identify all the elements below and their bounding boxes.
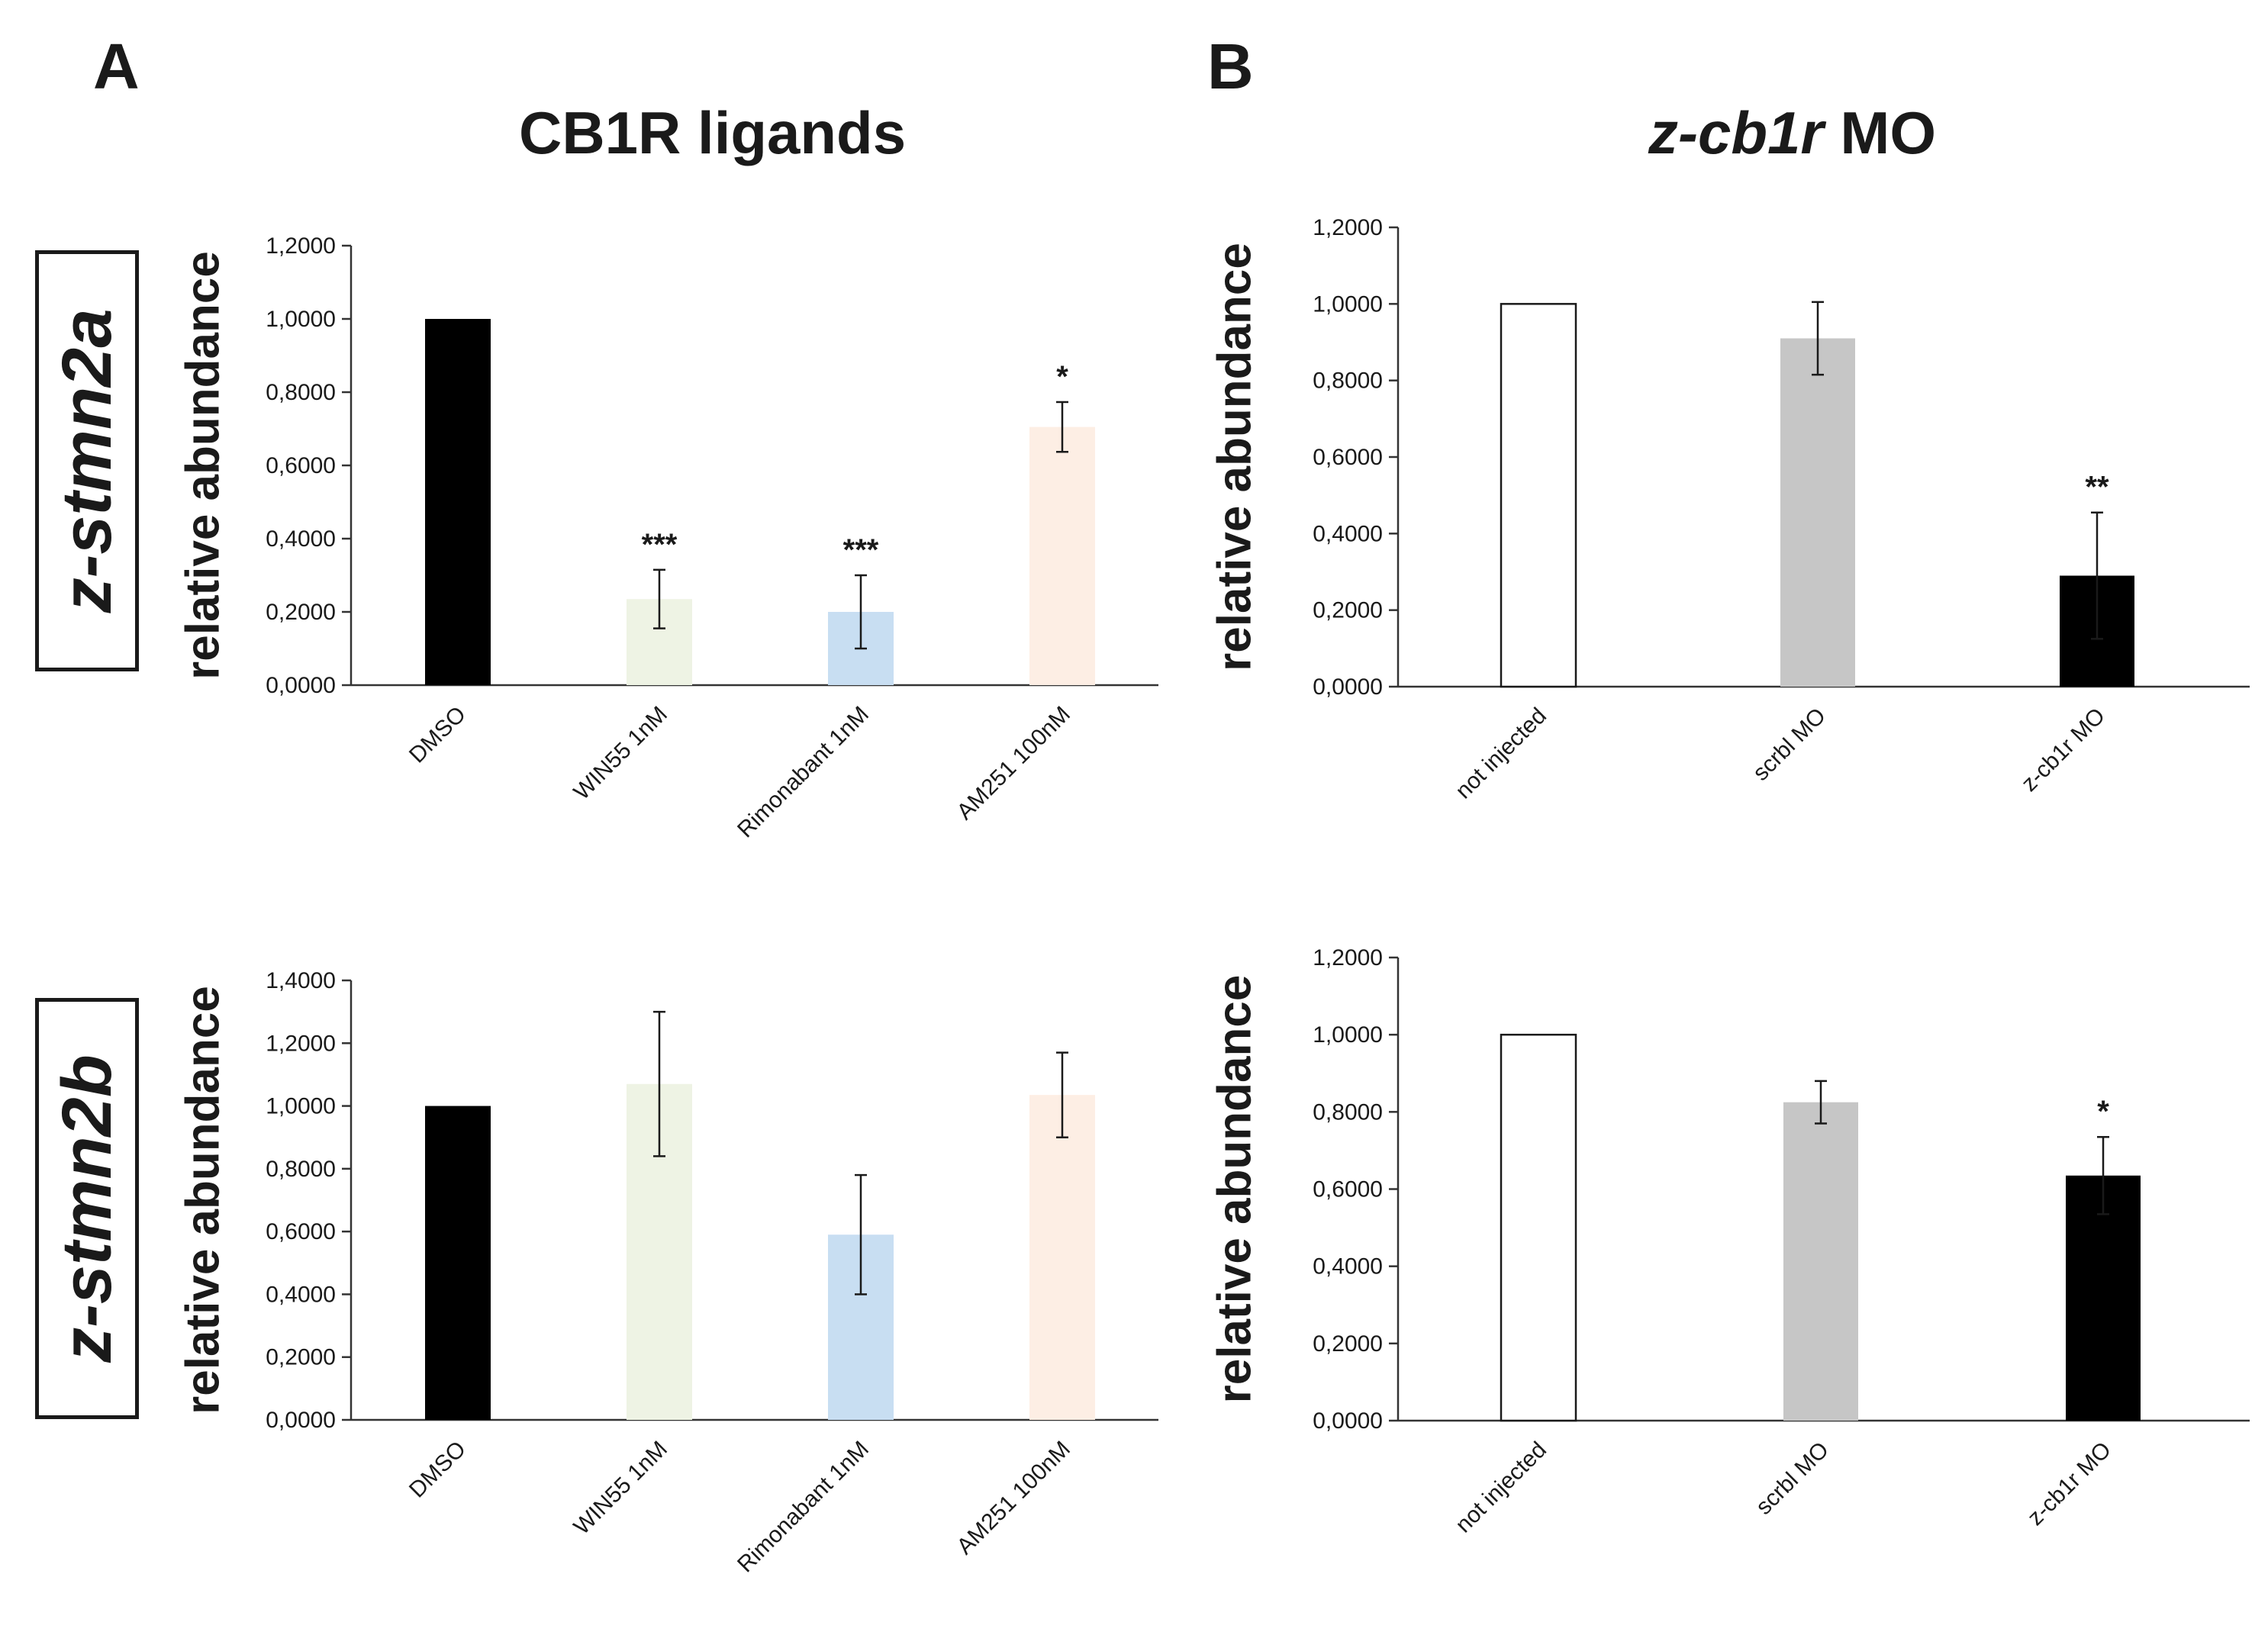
y-axis-title: relative abundance: [1208, 975, 1261, 1404]
y-tick-label: 0,8000: [266, 1157, 336, 1182]
panel-b-title-suffix: MO: [1823, 99, 1937, 166]
significance-marker: *: [1056, 360, 1068, 394]
y-tick-label: 0,0000: [266, 673, 336, 698]
bar: [1500, 303, 1577, 688]
bar: [1500, 1033, 1577, 1422]
bar: [1029, 1095, 1095, 1420]
bar: [1029, 426, 1095, 685]
y-tick-label: 0,4000: [266, 1282, 336, 1307]
y-tick-label: 1,2000: [266, 233, 336, 259]
panel-a-letter: A: [93, 31, 140, 102]
y-tick-label: 1,0000: [266, 307, 336, 332]
significance-marker: *: [2097, 1095, 2109, 1128]
y-axis-title: relative abundance: [1208, 243, 1261, 671]
y-tick-label: 0,0000: [266, 1408, 336, 1433]
y-tick-label: 0,2000: [1313, 1331, 1383, 1357]
y-tick-label: 1,2000: [1313, 945, 1383, 970]
y-tick-label: 0,8000: [1313, 369, 1383, 394]
y-tick-label: 1,2000: [1313, 215, 1383, 240]
y-tick-label: 1,0000: [1313, 1022, 1383, 1048]
category-label: not injected: [1451, 1437, 1551, 1538]
y-tick-label: 1,0000: [1313, 291, 1383, 317]
gene-box-row2: z-stmn2b: [35, 998, 139, 1419]
y-tick-label: 0,6000: [1313, 1177, 1383, 1202]
bar: [1780, 338, 1855, 687]
panel-a-title: CB1R ligands: [519, 99, 907, 166]
bar: [425, 319, 491, 685]
y-tick-label: 1,4000: [266, 968, 336, 993]
panel-b-title: z-cb1r MO: [1648, 103, 1936, 163]
y-tick-label: 0,4000: [1313, 521, 1383, 546]
y-tick-label: 0,2000: [266, 1345, 336, 1370]
category-label: scrbl MO: [1751, 1437, 1834, 1520]
y-tick-label: 0,0000: [1313, 1408, 1383, 1434]
y-tick-label: 0,6000: [266, 453, 336, 478]
y-tick-label: 0,2000: [1313, 598, 1383, 623]
y-axis-title: relative abundance: [176, 986, 229, 1415]
y-tick-label: 0,8000: [1313, 1099, 1383, 1125]
significance-marker: ***: [843, 533, 879, 567]
y-tick-label: 0,6000: [1313, 445, 1383, 470]
significance-marker: **: [2085, 471, 2109, 504]
bar: [1783, 1102, 1858, 1421]
panel-b-title-gene: z-cb1r: [1648, 99, 1824, 166]
y-tick-label: 0,0000: [1313, 674, 1383, 700]
significance-marker: ***: [642, 528, 678, 562]
bar: [2066, 1175, 2141, 1421]
panel-b-letter: B: [1207, 31, 1254, 102]
y-tick-label: 0,8000: [266, 380, 336, 405]
y-tick-label: 0,4000: [266, 526, 336, 552]
category-label: z-cb1r MO: [2023, 1437, 2116, 1531]
y-tick-label: 0,2000: [266, 600, 336, 625]
y-axis-title: relative abundance: [176, 251, 229, 680]
y-tick-label: 1,2000: [266, 1031, 336, 1056]
y-tick-label: 0,6000: [266, 1219, 336, 1244]
y-tick-label: 0,4000: [1313, 1254, 1383, 1279]
gene-box-row1: z-stmn2a: [35, 250, 139, 671]
y-tick-label: 1,0000: [266, 1094, 336, 1119]
bar: [425, 1106, 491, 1420]
